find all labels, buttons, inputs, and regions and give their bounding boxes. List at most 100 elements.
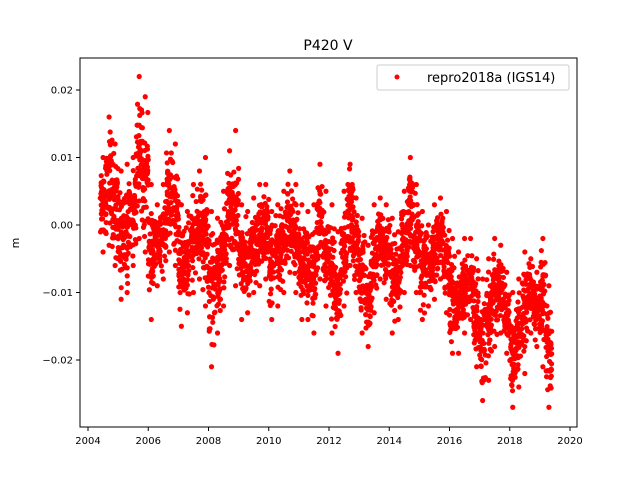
data-point — [330, 235, 336, 241]
data-point — [114, 184, 120, 190]
data-point — [329, 330, 335, 336]
data-point — [321, 209, 327, 215]
data-point — [145, 261, 152, 267]
data-point — [342, 256, 348, 262]
data-point — [202, 230, 208, 237]
x-tick: 2020 — [557, 427, 583, 447]
data-point — [423, 233, 429, 240]
data-point — [118, 168, 124, 174]
data-point — [104, 171, 110, 177]
data-point — [284, 199, 291, 205]
data-point — [256, 232, 263, 238]
data-point — [514, 324, 521, 330]
data-point — [352, 233, 358, 239]
data-point — [277, 272, 283, 278]
data-point — [123, 230, 129, 236]
data-point — [386, 271, 393, 278]
data-point — [315, 256, 321, 262]
data-point — [522, 370, 528, 377]
data-point — [419, 208, 425, 215]
data-point — [213, 265, 219, 271]
data-point — [527, 302, 533, 308]
data-point — [236, 165, 242, 171]
data-point — [295, 210, 301, 216]
data-point — [178, 323, 184, 329]
data-point — [417, 284, 423, 290]
data-point — [418, 251, 425, 258]
data-point — [347, 161, 353, 167]
data-point — [447, 277, 453, 283]
data-point — [394, 283, 401, 290]
data-point — [212, 309, 218, 315]
data-point — [389, 330, 395, 336]
data-point — [513, 318, 519, 324]
data-point — [124, 251, 130, 257]
data-point — [370, 231, 376, 237]
data-point — [398, 216, 405, 222]
data-point — [473, 281, 479, 287]
data-point — [293, 181, 299, 188]
data-point — [480, 276, 486, 282]
x-tick: 2018 — [497, 427, 522, 447]
data-point — [308, 244, 314, 250]
data-point — [143, 161, 150, 167]
data-point — [448, 339, 455, 345]
data-point — [103, 219, 109, 226]
data-point — [225, 213, 231, 219]
data-point — [116, 248, 122, 254]
data-point — [200, 197, 206, 203]
data-point — [486, 377, 492, 383]
data-point — [444, 237, 451, 243]
data-point — [299, 202, 305, 208]
x-tick-label: 2018 — [497, 436, 522, 447]
data-point — [284, 204, 290, 210]
data-point — [251, 195, 257, 201]
data-point — [281, 188, 287, 194]
data-point — [214, 330, 221, 336]
data-point — [350, 253, 356, 259]
data-point — [383, 246, 389, 253]
data-point — [305, 292, 311, 298]
data-point — [205, 284, 212, 290]
data-point — [383, 227, 389, 233]
legend-marker — [394, 74, 400, 80]
data-point — [447, 323, 454, 329]
data-points — [97, 73, 555, 410]
data-point — [257, 283, 263, 289]
data-point — [175, 228, 182, 235]
data-point — [417, 238, 423, 244]
data-point — [342, 268, 348, 275]
y-tick-label: 0.00 — [51, 221, 73, 232]
data-point — [196, 256, 202, 262]
data-point — [484, 292, 490, 299]
data-point — [480, 397, 486, 404]
data-point — [510, 289, 516, 296]
data-point — [127, 206, 133, 212]
data-point — [374, 253, 380, 260]
data-point — [191, 221, 197, 227]
data-point — [345, 233, 351, 240]
data-point — [509, 388, 516, 394]
data-point — [496, 258, 502, 264]
data-point — [232, 182, 238, 188]
data-point — [488, 348, 494, 354]
data-point — [521, 348, 527, 354]
data-point — [334, 297, 340, 303]
data-point — [538, 320, 545, 326]
data-point — [383, 202, 389, 208]
data-point — [352, 272, 358, 279]
data-point — [315, 265, 321, 271]
data-point — [323, 272, 329, 278]
data-point — [264, 234, 271, 240]
data-point — [491, 251, 497, 257]
data-point — [245, 208, 251, 215]
data-point — [285, 181, 291, 187]
data-point — [139, 175, 145, 181]
data-point — [310, 313, 316, 319]
data-point — [130, 168, 136, 174]
data-point — [142, 249, 148, 255]
data-point — [305, 274, 311, 281]
data-point — [407, 154, 413, 161]
data-point — [429, 275, 435, 281]
data-point — [208, 278, 214, 284]
